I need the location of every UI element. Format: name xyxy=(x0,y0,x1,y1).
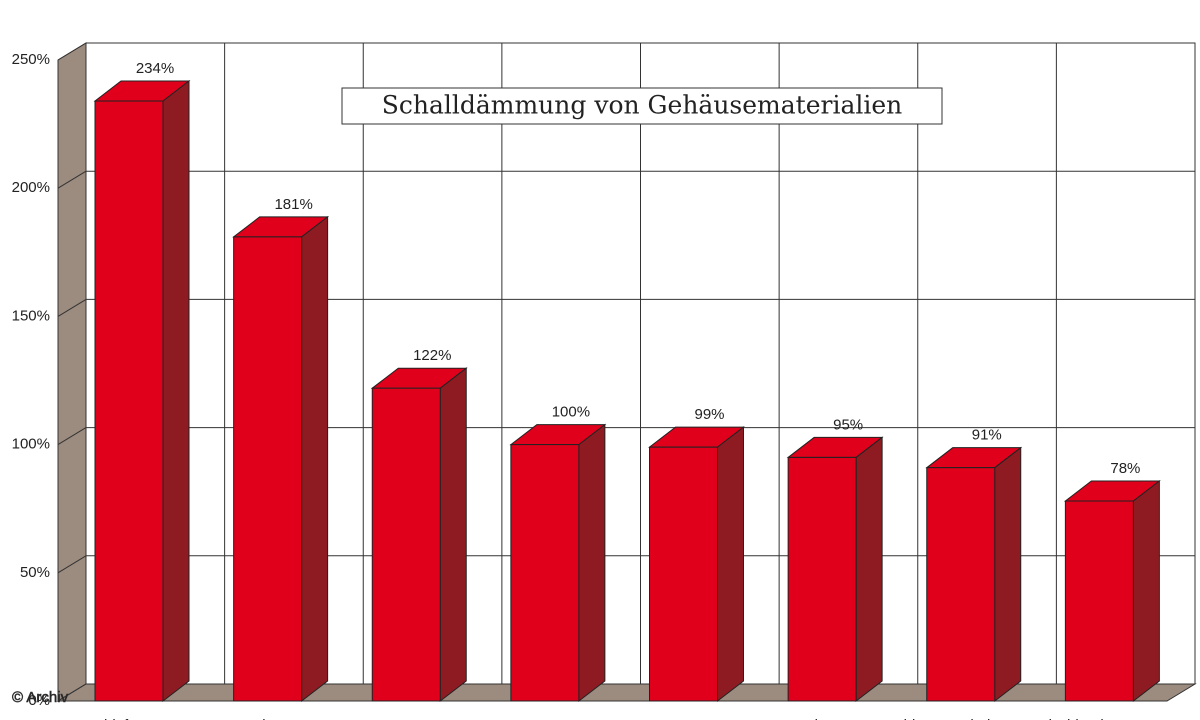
x-tick-label: MDF 19 mm xyxy=(514,717,597,720)
grid-line xyxy=(57,427,87,446)
floor xyxy=(56,683,1197,702)
value-label: 100% xyxy=(552,404,590,421)
value-label: 122% xyxy=(413,347,451,364)
side-wall xyxy=(57,42,87,702)
y-tick-label: 200% xyxy=(12,179,50,196)
value-label: 99% xyxy=(694,406,724,423)
x-tick-label: Birkensperrholz 18 mm xyxy=(894,717,1048,720)
x-tick-label: MDF 16 mm xyxy=(652,717,735,720)
y-tick-label: 0% xyxy=(28,692,50,709)
y-tick-label: 150% xyxy=(12,307,50,324)
y-tick-label: 100% xyxy=(12,436,50,453)
bar-side xyxy=(162,80,190,703)
value-label: 95% xyxy=(833,416,863,433)
grid-line xyxy=(57,298,87,317)
watermark: © Archiv xyxy=(12,689,69,706)
bar-side xyxy=(717,426,744,703)
value-label: 234% xyxy=(136,60,174,77)
y-tick-label: 250% xyxy=(12,51,50,68)
bar xyxy=(371,387,441,702)
value-label: 91% xyxy=(972,427,1002,444)
x-tick-label: Tischlerplatte 19 mm xyxy=(1040,717,1179,720)
title-box xyxy=(341,87,943,125)
x-tick-label: Spanplatte 19 mm xyxy=(771,717,893,720)
y-tick-label: 50% xyxy=(20,564,50,581)
bar-side xyxy=(439,367,467,703)
grid-line xyxy=(57,555,87,574)
chart-title: Schalldämmung von Gehäusematerialien xyxy=(382,91,903,120)
bar xyxy=(649,446,718,702)
x-tick-label: Schiefer 30 mm xyxy=(86,717,191,720)
bar xyxy=(926,467,996,702)
x-tick-label: MDF 30 mm xyxy=(375,717,458,720)
bar xyxy=(1064,500,1134,702)
bar xyxy=(787,456,857,702)
value-label: 78% xyxy=(1110,460,1140,477)
bar xyxy=(94,100,164,702)
x-tick-label: Betonplatte 30 mm xyxy=(215,717,341,720)
bar-side xyxy=(578,423,606,703)
bar-side xyxy=(994,446,1022,703)
bar xyxy=(233,236,303,702)
bar xyxy=(510,444,580,702)
value-label: 181% xyxy=(274,196,312,213)
bar-side xyxy=(301,215,329,703)
grid-line xyxy=(57,683,87,702)
bar-side xyxy=(1132,479,1160,703)
bar-side xyxy=(855,436,883,703)
grid-line xyxy=(57,170,87,189)
grid-line xyxy=(57,42,87,61)
